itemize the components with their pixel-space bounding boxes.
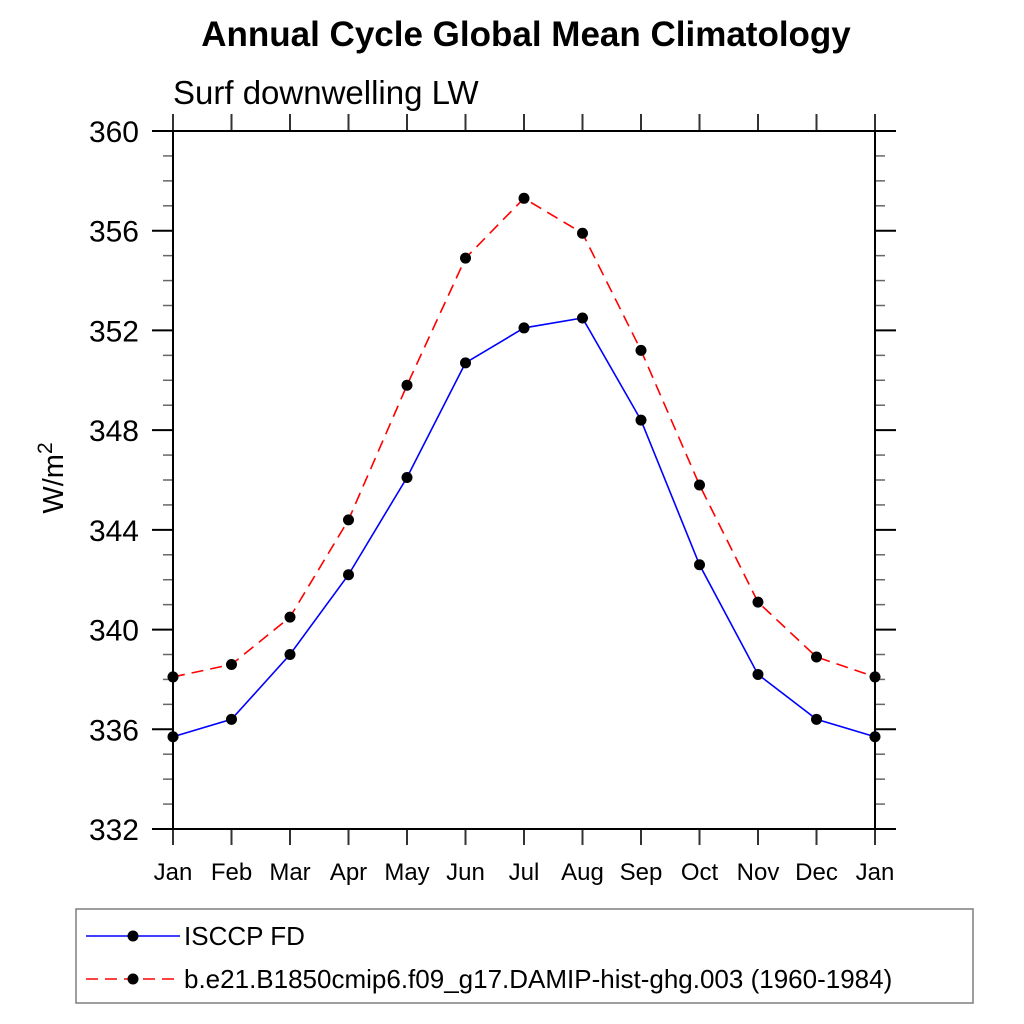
legend-label-1: b.e21.B1850cmip6.f09_g17.DAMIP-hist-ghg.…: [184, 964, 892, 994]
data-point-marker: [167, 671, 179, 683]
y-tick-label: 332: [89, 814, 139, 847]
x-tick-label: Mar: [269, 859, 310, 886]
y-axis-label: W/m2: [34, 442, 70, 513]
data-point-marker: [694, 559, 705, 571]
x-tick-label: Jun: [446, 859, 485, 886]
data-point-marker: [635, 414, 647, 426]
plot-frame: [172, 130, 876, 830]
data-point-marker: [401, 472, 413, 484]
y-tick-label: 336: [89, 714, 139, 747]
data-point-marker: [577, 227, 588, 239]
data-point-marker: [284, 649, 296, 660]
x-tick-label: Dec: [795, 859, 838, 886]
data-point-marker: [577, 312, 588, 324]
data-point-marker: [226, 658, 237, 670]
data-point-marker: [401, 379, 413, 391]
data-point-marker: [167, 731, 179, 743]
data-point-marker: [226, 713, 237, 725]
x-tick-label: Apr: [330, 859, 367, 886]
data-point-marker: [869, 671, 881, 683]
data-point-marker: [811, 651, 822, 663]
x-tick-label: May: [384, 859, 429, 886]
x-tick-label: Jan: [154, 859, 193, 886]
series-line-0: [172, 317, 876, 738]
data-point-marker: [343, 514, 354, 526]
chart-subtitle: Surf downwelling LW: [173, 74, 480, 111]
y-tick-label: 356: [89, 216, 139, 249]
data-point-marker: [694, 479, 705, 491]
y-tick-label: 360: [89, 116, 139, 149]
axis-tick-labels: 332 336 340 344 348 352 356 360 Jan Feb Mar Apr May J…: [89, 116, 894, 886]
data-series: [167, 192, 881, 743]
x-tick-label: Nov: [737, 859, 780, 886]
legend-box: [75, 908, 974, 1004]
data-point-marker: [752, 596, 764, 608]
y-tick-label: 340: [89, 615, 139, 648]
plot-border: [172, 130, 876, 830]
data-point-marker: [460, 357, 471, 369]
x-tick-label: Feb: [211, 859, 252, 886]
series-line-1: [172, 197, 876, 678]
y-tick-label: 348: [89, 415, 139, 448]
chart-title: Annual Cycle Global Mean Climatology: [201, 15, 851, 54]
x-tick-label: Jul: [509, 859, 540, 886]
x-tick-label: Jan: [856, 859, 895, 886]
legend-marker-1: [127, 973, 139, 985]
data-point-marker: [635, 344, 647, 356]
axis-ticks: [152, 114, 896, 845]
data-point-marker: [518, 192, 530, 204]
x-tick-label: Sep: [620, 859, 663, 886]
legend: ISCCP FD b.e21.B1850cmip6.f09_g17.DAMIP-h…: [75, 908, 974, 1004]
x-tick-label: Aug: [561, 859, 604, 886]
data-point-marker: [284, 611, 296, 623]
data-point-marker: [869, 731, 881, 743]
data-point-marker: [811, 713, 822, 725]
data-point-marker: [343, 569, 354, 581]
data-point-marker: [752, 668, 764, 680]
data-point-marker: [518, 322, 530, 334]
y-tick-label: 344: [89, 515, 139, 548]
legend-marker-0: [127, 930, 139, 942]
legend-label-0: ISCCP FD: [184, 921, 305, 951]
data-point-marker: [460, 252, 471, 264]
x-tick-label: Oct: [681, 859, 719, 886]
y-tick-label: 352: [89, 315, 139, 348]
